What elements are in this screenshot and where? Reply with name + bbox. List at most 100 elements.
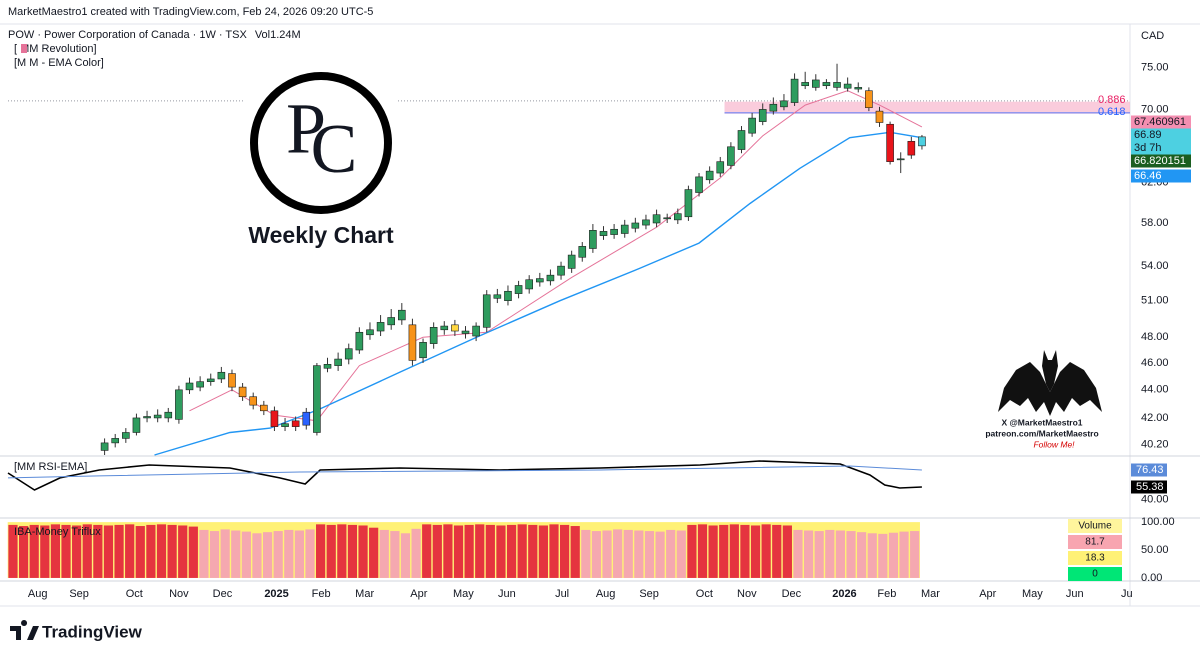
bar — [103, 525, 114, 578]
brand-name: TradingView — [42, 622, 143, 641]
candle-body — [164, 411, 173, 419]
candle-body — [780, 100, 788, 108]
legend-swatch — [1068, 551, 1122, 565]
bar — [803, 530, 814, 578]
bar — [475, 524, 485, 578]
level-label: 0.886 — [1098, 94, 1126, 106]
candle-body — [695, 176, 703, 193]
candle-body — [705, 170, 714, 181]
bar — [867, 533, 877, 578]
x-tick-label: Dec — [782, 588, 802, 600]
candle-body — [843, 83, 852, 89]
legend-title-bg — [1068, 519, 1122, 533]
logo-letter: P — [286, 89, 326, 169]
y-tick-label: 44.00 — [1141, 384, 1169, 396]
y-tick-label: 40.20 — [1141, 438, 1169, 450]
candle-body — [281, 423, 289, 427]
x-tick-label: 2026 — [832, 588, 856, 600]
candle-body — [674, 213, 682, 221]
x-tick-label: 2025 — [264, 588, 288, 600]
candle-body — [355, 331, 364, 351]
candle-body — [334, 358, 342, 366]
bat-head — [1042, 350, 1058, 392]
candle-body — [536, 278, 544, 283]
bar — [93, 524, 103, 578]
candle-body — [557, 265, 565, 276]
candle-body — [716, 161, 725, 174]
candle-body — [408, 324, 417, 361]
bar — [729, 524, 739, 578]
bar — [772, 524, 782, 578]
bar — [485, 524, 495, 578]
candle-body — [589, 230, 597, 249]
last-value-bg — [1131, 463, 1167, 477]
candle-body — [461, 330, 470, 334]
x-tick-label: Apr — [410, 588, 427, 600]
bar — [591, 531, 602, 578]
candle-body — [758, 109, 767, 122]
bar — [400, 533, 411, 578]
bar — [178, 525, 188, 578]
x-tick-label: Sep — [639, 588, 659, 600]
volume: Vol1.24M — [255, 29, 301, 41]
bar — [581, 529, 591, 578]
candle-body — [313, 365, 321, 433]
candle-body — [896, 158, 905, 161]
candle-body — [886, 123, 894, 162]
x-tick-label: Oct — [696, 588, 713, 600]
candle-body — [875, 110, 884, 123]
watermark-line: X @MarketMaestro1 — [1001, 417, 1082, 427]
x-tick-label: Aug — [596, 588, 616, 600]
y-tick-label: 48.00 — [1141, 331, 1169, 343]
price-label-bg — [1131, 154, 1191, 168]
candle-body — [801, 82, 809, 87]
price-label: 66.820151 — [1134, 155, 1186, 167]
bar — [337, 524, 347, 578]
x-tick-label: Nov — [169, 588, 189, 600]
candle-body — [865, 90, 873, 108]
watermark-line: Follow Me! — [1033, 439, 1075, 449]
price-label: 66.89 — [1134, 129, 1162, 141]
bar — [825, 529, 835, 578]
candle-body — [769, 103, 778, 112]
bar — [708, 525, 718, 578]
bat-wings — [998, 362, 1102, 416]
candle-body — [238, 386, 247, 398]
candle-body — [610, 228, 618, 235]
bar — [156, 524, 167, 578]
candle-body — [153, 414, 162, 419]
y-tick-label: 58.00 — [1141, 217, 1169, 229]
bar — [369, 527, 379, 578]
x-tick-label: Sep — [69, 588, 89, 600]
price-label-bg — [1131, 141, 1191, 155]
line — [154, 131, 923, 456]
bar — [517, 524, 527, 578]
bar — [135, 526, 145, 578]
last-value-bg — [1131, 480, 1167, 494]
bar — [284, 529, 294, 578]
legend-swatch — [1068, 535, 1122, 549]
candle-body — [727, 146, 735, 166]
candle-body — [185, 382, 194, 391]
bar — [835, 530, 846, 578]
bar — [666, 529, 676, 578]
watermark-line: patreon.com/MarketMaestro — [985, 428, 1098, 438]
price-label: 3d 7h — [1134, 142, 1162, 154]
candle-body — [737, 130, 746, 150]
line — [7, 460, 922, 491]
candle-body — [451, 324, 459, 332]
price-label: 66.46 — [1134, 170, 1162, 182]
logo-ring — [250, 72, 392, 214]
candle-body — [578, 246, 587, 258]
bar — [305, 529, 315, 578]
bar — [199, 529, 209, 578]
logo-caption: Weekly Chart — [248, 222, 394, 248]
bar — [719, 524, 729, 578]
bar — [634, 530, 644, 578]
candle-body — [387, 317, 395, 326]
bar — [50, 524, 61, 578]
bar — [220, 529, 230, 578]
x-tick-label: Feb — [312, 588, 331, 600]
candle-body — [111, 438, 120, 444]
candle-body — [811, 79, 820, 88]
